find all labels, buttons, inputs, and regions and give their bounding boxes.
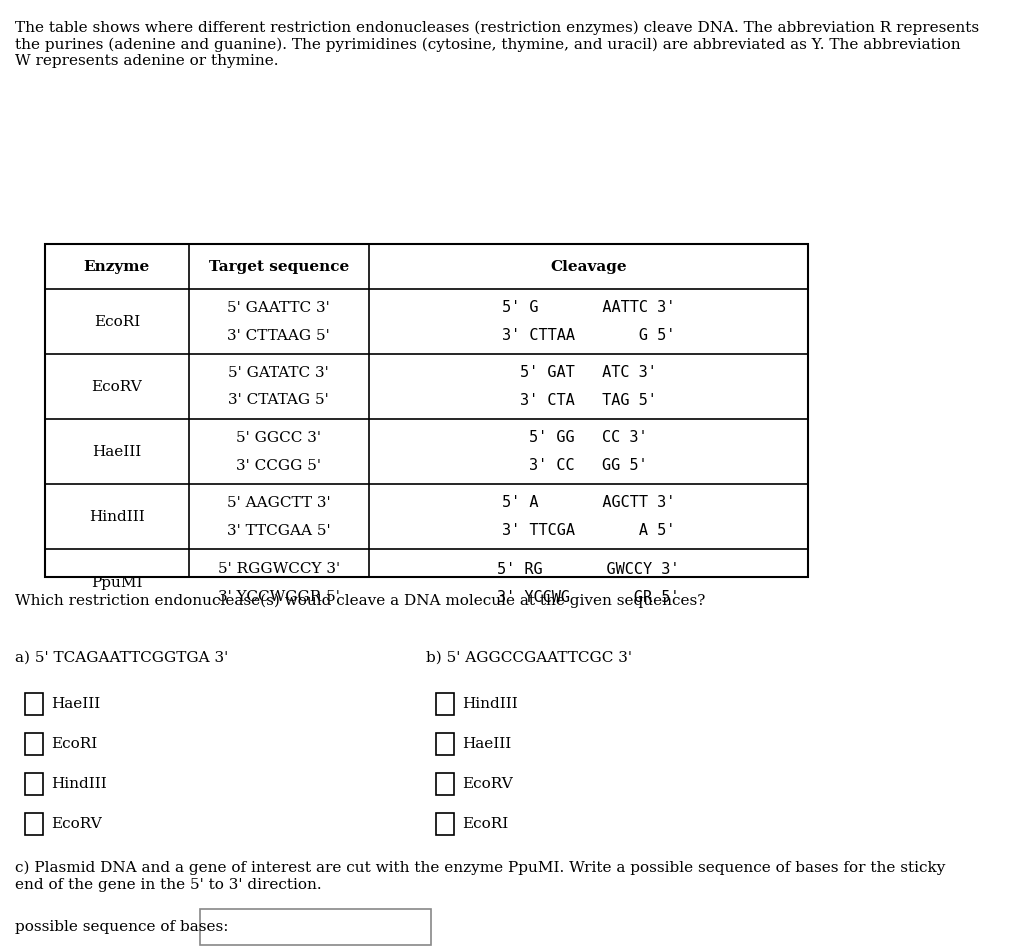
Text: EcoRV: EcoRV [91, 380, 142, 394]
Bar [436, 773, 455, 795]
Text: 3' CCGG 5': 3' CCGG 5' [237, 458, 322, 473]
Text: 3' TTCGAA 5': 3' TTCGAA 5' [227, 524, 331, 537]
Text: 5' GATATC 3': 5' GATATC 3' [228, 365, 329, 380]
Bar [25, 773, 43, 795]
Text: Enzyme: Enzyme [84, 259, 150, 273]
Text: Target sequence: Target sequence [209, 259, 349, 273]
Text: 3' CC   GG 5': 3' CC GG 5' [529, 458, 647, 473]
Text: PpuMI: PpuMI [91, 576, 142, 590]
Text: 5' GGCC 3': 5' GGCC 3' [237, 431, 322, 444]
Text: 5' GAATTC 3': 5' GAATTC 3' [227, 301, 330, 314]
Text: EcoRI: EcoRI [463, 817, 509, 831]
Text: The table shows where different restriction endonucleases (restriction enzymes) : The table shows where different restrict… [14, 21, 979, 68]
Bar [25, 733, 43, 755]
Text: EcoRV: EcoRV [51, 817, 101, 831]
Bar [45, 244, 808, 577]
Bar [25, 693, 43, 715]
Text: HindIII: HindIII [463, 697, 518, 711]
Text: HindIII: HindIII [51, 777, 106, 791]
Bar [436, 733, 455, 755]
Text: possible sequence of bases:: possible sequence of bases: [14, 920, 228, 934]
Text: a) 5' TCAGAATTCGGTGA 3': a) 5' TCAGAATTCGGTGA 3' [14, 651, 228, 665]
Text: 5' RGGWCCY 3': 5' RGGWCCY 3' [218, 562, 340, 576]
Text: HaeIII: HaeIII [51, 697, 100, 711]
Text: EcoRI: EcoRI [51, 737, 97, 751]
Text: 3' YCCWG       GR 5': 3' YCCWG GR 5' [497, 589, 680, 605]
Text: 5' G       AATTC 3': 5' G AATTC 3' [502, 300, 675, 315]
Text: 3' CTATAG 5': 3' CTATAG 5' [228, 394, 329, 407]
Text: 5' GG   CC 3': 5' GG CC 3' [529, 430, 647, 445]
Text: HindIII: HindIII [89, 510, 144, 524]
Text: 5' RG       GWCCY 3': 5' RG GWCCY 3' [497, 562, 680, 576]
Text: Cleavage: Cleavage [550, 259, 627, 273]
Text: 5' A       AGCTT 3': 5' A AGCTT 3' [502, 495, 675, 510]
Text: 3' CTA   TAG 5': 3' CTA TAG 5' [520, 393, 656, 408]
Text: EcoRV: EcoRV [463, 777, 513, 791]
Bar [25, 813, 43, 835]
Text: 3' YCCWGGR 5': 3' YCCWGGR 5' [218, 590, 340, 604]
Text: HaeIII: HaeIII [463, 737, 512, 751]
Text: b) 5' AGGCCGAATTCGC 3': b) 5' AGGCCGAATTCGC 3' [426, 651, 633, 665]
Bar [436, 813, 455, 835]
Text: c) Plasmid DNA and a gene of interest are cut with the enzyme PpuMI. Write a pos: c) Plasmid DNA and a gene of interest ar… [14, 861, 945, 892]
Text: 5' GAT   ATC 3': 5' GAT ATC 3' [520, 365, 656, 380]
Text: HaeIII: HaeIII [92, 444, 141, 458]
Bar [436, 693, 455, 715]
Text: 5' AAGCTT 3': 5' AAGCTT 3' [227, 495, 331, 510]
Text: 3' TTCGA       A 5': 3' TTCGA A 5' [502, 523, 675, 538]
Text: EcoRI: EcoRI [94, 314, 140, 328]
Text: Which restriction endonuclease(s) would cleave a DNA molecule at the given seque: Which restriction endonuclease(s) would … [14, 594, 706, 608]
Text: 3' CTTAAG 5': 3' CTTAAG 5' [227, 328, 330, 343]
Text: 3' CTTAA       G 5': 3' CTTAA G 5' [502, 328, 675, 343]
FancyBboxPatch shape [200, 909, 431, 945]
